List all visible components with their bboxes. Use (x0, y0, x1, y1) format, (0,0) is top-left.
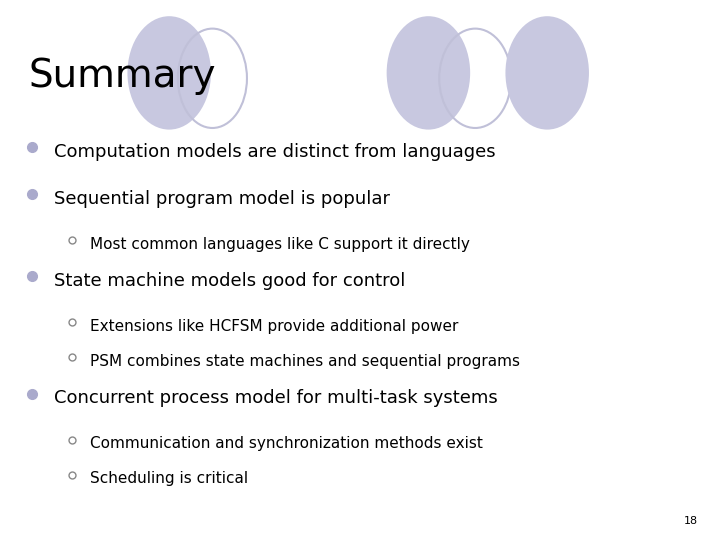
Text: Sequential program model is popular: Sequential program model is popular (54, 190, 390, 208)
Text: PSM combines state machines and sequential programs: PSM combines state machines and sequenti… (90, 354, 520, 369)
Ellipse shape (127, 16, 211, 130)
Text: State machine models good for control: State machine models good for control (54, 272, 405, 290)
Text: Concurrent process model for multi-task systems: Concurrent process model for multi-task … (54, 389, 498, 407)
Text: Communication and synchronization methods exist: Communication and synchronization method… (90, 436, 483, 451)
Text: Scheduling is critical: Scheduling is critical (90, 471, 248, 487)
Text: Summary: Summary (29, 57, 216, 94)
Ellipse shape (387, 16, 470, 130)
Text: Extensions like HCFSM provide additional power: Extensions like HCFSM provide additional… (90, 319, 459, 334)
Text: 18: 18 (684, 516, 698, 526)
Text: Most common languages like C support it directly: Most common languages like C support it … (90, 237, 470, 252)
Ellipse shape (505, 16, 589, 130)
Text: Computation models are distinct from languages: Computation models are distinct from lan… (54, 143, 495, 161)
